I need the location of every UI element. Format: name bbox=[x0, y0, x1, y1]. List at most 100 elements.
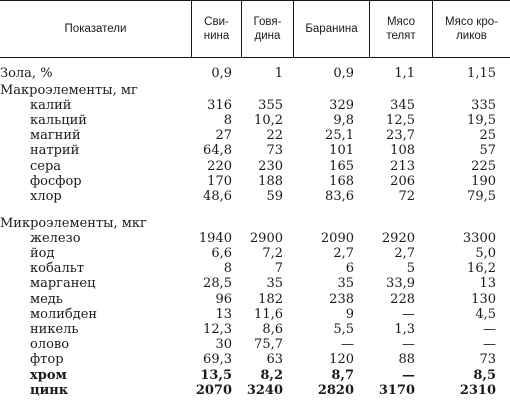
value-cell: 25,1 bbox=[325, 128, 354, 143]
value-cell: 63 bbox=[266, 352, 283, 367]
value-cell: 79,5 bbox=[467, 189, 496, 204]
value-cell: 1 bbox=[274, 66, 283, 81]
value-cell: 2900 bbox=[249, 231, 283, 246]
row-label: железо bbox=[30, 231, 81, 246]
row-label: натрий bbox=[30, 143, 80, 158]
value-cell: 57 bbox=[479, 143, 496, 158]
value-cell: 19,5 bbox=[467, 113, 496, 128]
header-beef: Говя- дина bbox=[253, 16, 282, 42]
value-cell: 3240 bbox=[246, 383, 283, 398]
value-cell: 23,7 bbox=[386, 128, 415, 143]
value-cell: 165 bbox=[329, 159, 354, 174]
value-cell: 8 bbox=[223, 113, 232, 128]
value-cell: 64,8 bbox=[203, 143, 232, 158]
value-cell: 2820 bbox=[317, 383, 354, 398]
value-cell: 69,3 bbox=[203, 352, 232, 367]
header-pork: Сви- нина bbox=[203, 16, 230, 42]
value-cell: 13,5 bbox=[200, 368, 232, 383]
section-heading-row: Микроэлементы, мкг bbox=[0, 216, 510, 231]
value-cell: 206 bbox=[390, 174, 415, 189]
table-row: йод 6,6 7,2 2,7 2,7 5,0 bbox=[0, 246, 510, 261]
value-cell: 1940 bbox=[198, 231, 232, 246]
row-label: фтор bbox=[30, 352, 64, 367]
row-label: марганец bbox=[30, 276, 96, 291]
value-cell: 12,5 bbox=[386, 113, 415, 128]
value-cell: 7,2 bbox=[262, 246, 283, 261]
table-row: натрий 64,8 73 101 108 57 bbox=[0, 143, 510, 158]
table-row: Зола, % 0,9 1 0,9 1,1 1,15 bbox=[0, 66, 510, 81]
value-cell: 108 bbox=[390, 143, 415, 158]
table-row: калий 316 355 329 345 335 bbox=[0, 98, 510, 113]
value-cell: 73 bbox=[479, 352, 496, 367]
table-row: марганец 28,5 35 35 33,9 13 bbox=[0, 276, 510, 291]
value-cell: 345 bbox=[390, 98, 415, 113]
table-row: магний 27 22 25,1 23,7 25 bbox=[0, 128, 510, 143]
row-label: фосфор bbox=[30, 174, 82, 189]
value-cell: 30 bbox=[215, 337, 232, 352]
value-cell: 3170 bbox=[378, 383, 415, 398]
table-row: кальций 8 10,2 9,8 12,5 19,5 bbox=[0, 113, 510, 128]
value-cell: 8,5 bbox=[473, 368, 496, 383]
row-label: хлор bbox=[30, 189, 62, 204]
value-cell: 13 bbox=[215, 307, 232, 322]
value-cell: 2070 bbox=[195, 383, 232, 398]
table-row: медь 96 182 238 228 130 bbox=[0, 292, 510, 307]
row-label: сера bbox=[30, 159, 62, 174]
value-cell: 28,5 bbox=[203, 276, 232, 291]
value-cell: 25 bbox=[479, 128, 496, 143]
row-label: цинк bbox=[30, 383, 69, 398]
value-cell: 72 bbox=[398, 189, 415, 204]
value-cell: 27 bbox=[215, 128, 232, 143]
value-cell: 3300 bbox=[462, 231, 496, 246]
value-cell: 0,9 bbox=[333, 66, 354, 81]
value-cell: 1,15 bbox=[467, 66, 496, 81]
value-cell: 83,6 bbox=[325, 189, 354, 204]
value-cell: 120 bbox=[329, 352, 354, 367]
value-cell: — bbox=[402, 337, 415, 352]
header-divider bbox=[293, 1, 294, 58]
value-cell: 329 bbox=[329, 98, 354, 113]
value-cell: 5,0 bbox=[475, 246, 496, 261]
value-cell: 35 bbox=[337, 276, 354, 291]
value-cell: 4,5 bbox=[475, 307, 496, 322]
row-label: йод bbox=[30, 246, 55, 261]
header-indicators: Показатели bbox=[64, 23, 127, 35]
row-label: олово bbox=[30, 337, 70, 352]
table-row: фосфор 170 188 168 206 190 bbox=[0, 174, 510, 189]
row-label: хром bbox=[30, 368, 67, 383]
value-cell: 168 bbox=[329, 174, 354, 189]
row-label: никель bbox=[30, 322, 79, 337]
row-label: калий bbox=[30, 98, 72, 113]
value-cell: 316 bbox=[207, 98, 232, 113]
value-cell: 230 bbox=[258, 159, 283, 174]
value-cell: 6 bbox=[345, 261, 354, 276]
value-cell: 2,7 bbox=[394, 246, 415, 261]
value-cell: 8,2 bbox=[260, 368, 283, 383]
value-cell: 8,6 bbox=[262, 322, 283, 337]
header-rabbit: Мясо кро- ликов bbox=[445, 16, 498, 42]
value-cell: 2090 bbox=[320, 231, 354, 246]
value-cell: 213 bbox=[390, 159, 415, 174]
value-cell: 9 bbox=[345, 307, 354, 322]
value-cell: 238 bbox=[329, 292, 354, 307]
value-cell: 2,7 bbox=[333, 246, 354, 261]
value-cell: — bbox=[402, 368, 415, 383]
value-cell: 228 bbox=[390, 292, 415, 307]
table-row: никель 12,3 8,6 5,5 1,3 — bbox=[0, 322, 510, 337]
value-cell: — bbox=[483, 337, 496, 352]
row-label: медь bbox=[30, 292, 63, 307]
value-cell: 101 bbox=[329, 143, 354, 158]
value-cell: 130 bbox=[471, 292, 496, 307]
value-cell: — bbox=[402, 307, 415, 322]
header-divider bbox=[191, 1, 192, 58]
value-cell: 188 bbox=[258, 174, 283, 189]
value-cell: 59 bbox=[266, 189, 283, 204]
value-cell: — bbox=[341, 337, 354, 352]
row-label: кобальт bbox=[30, 261, 85, 276]
value-cell: 48,6 bbox=[203, 189, 232, 204]
row-label: Зола, % bbox=[0, 66, 53, 81]
table-header: Показатели Сви- нина Говя- дина Баранина… bbox=[0, 0, 510, 58]
header-divider bbox=[432, 1, 433, 58]
value-cell: 8,7 bbox=[331, 368, 354, 383]
